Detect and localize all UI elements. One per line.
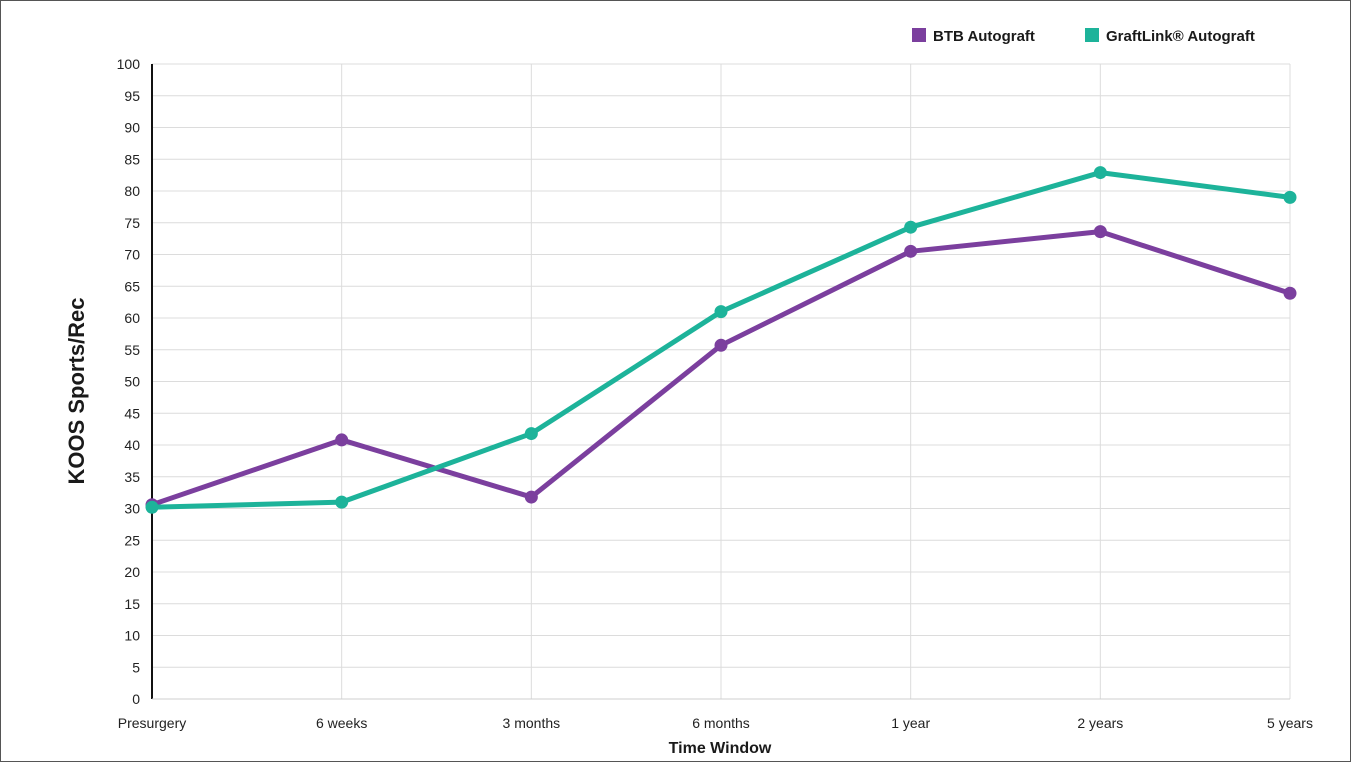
legend-item: BTB Autograft [912,28,1035,45]
legend: BTB Autograft GraftLink® Autograft [912,28,1255,45]
data-point [524,427,538,441]
legend-label: GraftLink® Autograft [1106,28,1255,45]
data-point [524,490,538,504]
data-point [1283,190,1297,204]
y-tick-label: 35 [124,469,140,485]
y-tick-labels: 0 5 10 15 20 25 30 35 40 45 50 55 60 65 70 75 80 85 90 95 10… [117,56,141,707]
y-tick-label: 65 [124,278,140,294]
y-tick-label: 5 [132,659,140,675]
legend-swatch [1085,28,1099,42]
x-tick-label: 5 years [1267,715,1313,731]
x-tick-label: 2 years [1077,715,1123,731]
data-point [714,305,728,319]
y-tick-label: 75 [124,215,140,231]
y-tick-label: 0 [132,691,140,707]
y-tick-label: 15 [124,596,140,612]
x-tick-label: 6 weeks [316,715,367,731]
data-point [145,500,159,514]
y-tick-label: 80 [124,183,140,199]
data-point [714,338,728,352]
x-tick-label: 1 year [891,715,930,731]
y-tick-label: 95 [124,88,140,104]
x-tick-label: 3 months [503,715,561,731]
data-point [904,220,918,234]
data-point [1283,286,1297,300]
y-tick-label: 60 [124,310,140,326]
x-tick-labels: Presurgery 6 weeks 3 months 6 months 1 year 2… [118,715,1313,731]
y-tick-label: 10 [124,628,140,644]
series-2 [145,166,1297,514]
data-point [1093,225,1107,239]
data-point [904,244,918,258]
y-tick-label: 85 [124,151,140,167]
x-tick-label: 6 months [692,715,750,731]
legend-swatch [912,28,926,42]
y-tick-label: 50 [124,374,140,390]
series-1 [145,225,1297,512]
data-point [335,495,349,509]
y-tick-label: 70 [124,247,140,263]
data-point [335,433,349,447]
series-layer [145,166,1297,514]
y-tick-label: 40 [124,437,140,453]
axes [151,64,1290,700]
gridlines [152,63,1291,699]
y-tick-label: 45 [124,405,140,421]
y-tick-label: 20 [124,564,140,580]
y-tick-label: 30 [124,501,140,517]
legend-label: BTB Autograft [933,28,1035,45]
y-tick-label: 100 [117,56,141,72]
x-tick-label: Presurgery [118,715,186,731]
y-axis-title: KOOS Sports/Rec [64,297,89,484]
data-point [1093,166,1107,180]
x-axis-title: Time Window [669,740,772,757]
legend-item: GraftLink® Autograft [1085,28,1255,45]
y-tick-label: 90 [124,120,140,136]
y-tick-label: 55 [124,342,140,358]
y-tick-label: 25 [124,532,140,548]
